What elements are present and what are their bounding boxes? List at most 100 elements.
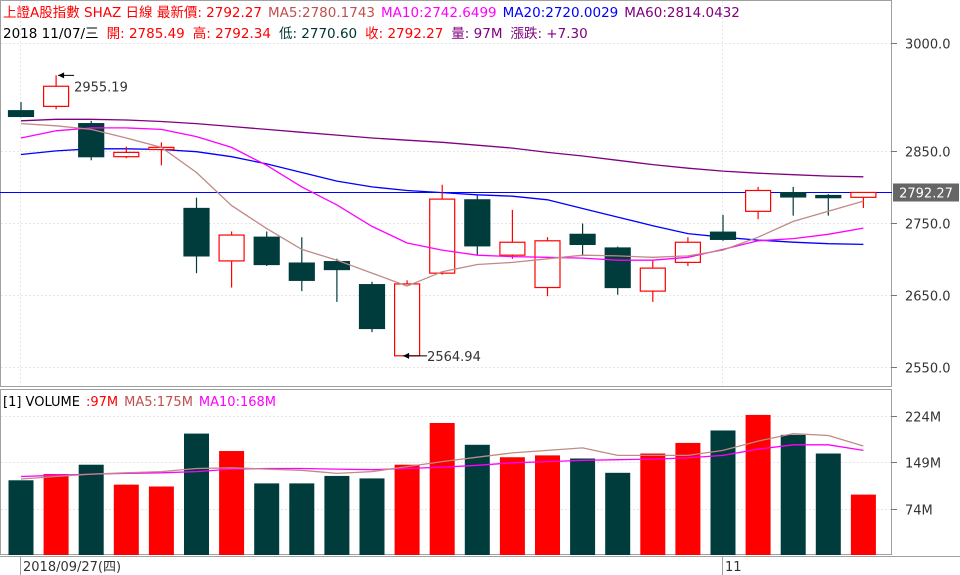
header-segment-1: MA5:2780.1743	[268, 5, 375, 21]
price-tick-label-0: 3000.0	[905, 38, 951, 53]
candle	[464, 195, 491, 256]
ma5-line-group	[20, 122, 864, 287]
header-segment-5: 量: 97M	[451, 26, 502, 42]
ma60-line	[20, 118, 864, 178]
volume-bar	[289, 483, 315, 555]
price-axis: 3000.0 2850.0 2750.0 2650.0 2550.0	[891, 38, 951, 377]
price-tick-label-4: 2550.0	[905, 362, 951, 377]
candle	[499, 209, 526, 259]
volume-header: [1] VOLUME :97M MA5:175M MA10:168M	[3, 395, 276, 410]
header-segment-2: 高: 2792.34	[193, 25, 271, 42]
volume-bar	[675, 442, 701, 555]
volume-bar	[148, 486, 174, 555]
candle-body	[394, 283, 421, 357]
candle	[323, 258, 350, 302]
header-segment-4: 收: 2792.27	[365, 26, 443, 42]
volume-tick-label-2: 74M	[905, 504, 933, 519]
low-value-label: 2564.94	[427, 350, 481, 365]
price-tag-value: 2792.27	[899, 187, 953, 202]
volume-bar	[113, 484, 139, 555]
volume-bar	[359, 478, 385, 555]
header-segment-6: 漲跌: +7.30	[510, 26, 587, 42]
candle-body	[499, 241, 526, 256]
candle	[780, 186, 807, 216]
high-arrow-head	[58, 72, 65, 79]
volume-bar	[78, 464, 104, 555]
volume-bar	[780, 434, 806, 555]
header-segment-3: MA20:2720.0029	[503, 5, 619, 21]
header-segment-2: MA5:175M	[124, 395, 193, 410]
volume-bar	[324, 475, 350, 555]
volume-bar	[850, 494, 876, 555]
ma10-line-group	[20, 127, 864, 261]
volume-bar	[605, 472, 631, 555]
candle	[429, 184, 456, 275]
ma5-line	[20, 122, 864, 287]
high-annotation: 2955.19	[58, 72, 128, 95]
volume-bar	[8, 480, 34, 555]
candle-body	[183, 207, 210, 257]
candle	[253, 231, 280, 266]
header-segment-4: MA60:2814.0432	[624, 5, 740, 21]
candle-body	[639, 267, 666, 292]
vol-ma10-group	[20, 444, 864, 478]
candle-body	[358, 284, 386, 330]
volume-bar	[815, 453, 841, 555]
price-tick-label-2: 2750.0	[905, 218, 951, 233]
vol-ma5-group	[20, 432, 864, 480]
candle-body	[42, 85, 70, 107]
volume-bar	[184, 433, 209, 555]
candle-body	[7, 110, 35, 118]
candle-body	[113, 151, 140, 158]
candle-body	[323, 261, 350, 271]
candle	[394, 280, 421, 357]
date-label-start: 2018/09/27(四)	[23, 560, 121, 575]
candle-body	[815, 194, 842, 199]
volume-bar	[570, 458, 596, 555]
header-segment-0: 上證A股指數 SHAZ 日線 最新價: 2792.27	[3, 4, 262, 21]
candle	[850, 191, 877, 209]
last-price-tag: 2792.27	[893, 183, 959, 202]
candle	[183, 197, 210, 274]
ma10-line	[20, 127, 864, 261]
price-tag-background	[893, 183, 959, 202]
header-segment-1: 開: 2785.49	[107, 26, 185, 42]
low-arrow-head	[403, 352, 410, 359]
candle	[569, 223, 596, 256]
candle-body	[429, 198, 456, 274]
header-segment-3: MA10:168M	[199, 395, 276, 410]
volume-bar	[394, 464, 420, 555]
volume-bar	[464, 444, 490, 555]
volume-bar	[499, 457, 525, 555]
volume-bar	[219, 451, 245, 555]
candle	[113, 146, 140, 159]
candle-body	[744, 189, 772, 212]
candle	[534, 237, 561, 297]
volume-bar	[640, 453, 666, 555]
candle	[674, 237, 702, 266]
low-annotation: 2564.94	[403, 350, 481, 365]
price-tick-label-3: 2650.0	[905, 290, 951, 305]
price-tick-label-1: 2850.0	[905, 146, 951, 161]
candle	[288, 237, 315, 292]
header-segment-1: :97M	[86, 395, 118, 410]
ma60-line-group	[20, 118, 864, 178]
high-value-label: 2955.19	[74, 80, 128, 95]
header-segment-0: 2018 11/07/三	[3, 26, 99, 42]
header-segment-2: MA10:2742.6499	[381, 5, 497, 21]
candle	[709, 214, 737, 241]
candle	[358, 281, 386, 333]
candle	[78, 120, 105, 161]
volume-bar	[535, 455, 560, 555]
candle-body	[850, 191, 877, 198]
candles	[7, 75, 877, 357]
candle-body	[709, 231, 737, 240]
candle	[42, 75, 70, 110]
date-label-11: 11	[725, 560, 742, 575]
volume-ma5-line	[20, 432, 864, 480]
candle-body	[674, 241, 702, 263]
candle-body	[604, 247, 631, 289]
header-segment-0: [1] VOLUME	[3, 395, 80, 410]
price-panel-frame	[0, 0, 892, 387]
